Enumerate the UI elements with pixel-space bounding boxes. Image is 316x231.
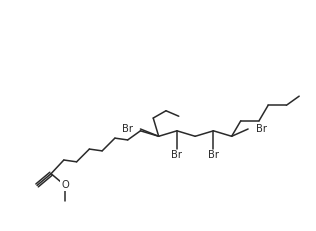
Text: Br: Br bbox=[172, 150, 182, 160]
Text: Br: Br bbox=[122, 124, 133, 134]
Text: O: O bbox=[61, 180, 69, 190]
Text: Br: Br bbox=[256, 124, 267, 134]
Text: Br: Br bbox=[208, 150, 219, 160]
